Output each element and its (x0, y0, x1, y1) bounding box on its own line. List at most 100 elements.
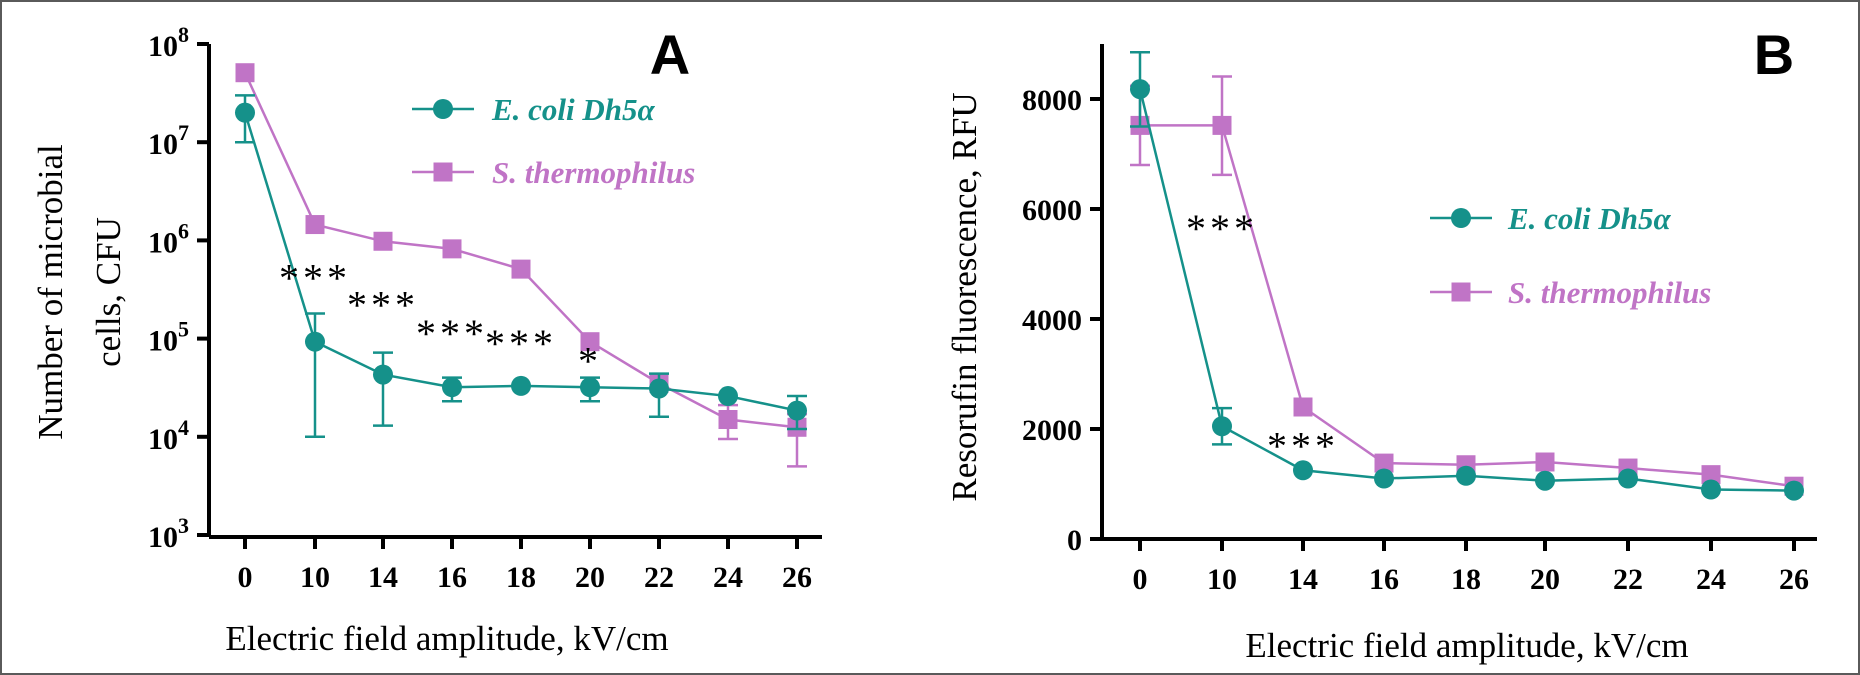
data-point (511, 375, 531, 396)
y-tick-base: 10 (148, 30, 178, 63)
data-point (787, 400, 807, 421)
series-e-coli (235, 94, 807, 439)
panel-label: B (1754, 23, 1794, 86)
y-tick-exponent: 6 (178, 218, 189, 243)
y-tick-label: 2000 (1022, 414, 1082, 447)
data-point (1293, 460, 1313, 481)
x-tick-label: 18 (506, 561, 536, 594)
data-point (305, 215, 325, 235)
y-tick-exponent: 4 (178, 415, 189, 440)
legend-marker (433, 99, 453, 119)
y-tick-label: 6000 (1022, 194, 1082, 227)
significance-annotation: *** (1186, 206, 1258, 251)
data-point (649, 378, 669, 399)
legend-marker (1451, 208, 1471, 228)
x-tick-label: 26 (782, 561, 812, 594)
data-point (442, 377, 462, 398)
y-tick-label: 104 (148, 415, 189, 456)
y-tick-base: 10 (148, 423, 178, 456)
data-point (1212, 416, 1232, 437)
y-tick-label: 106 (148, 218, 189, 259)
legend-label: S. thermophilus (492, 155, 695, 190)
data-point (1212, 115, 1232, 135)
significance-annotation: *** (279, 256, 351, 301)
data-point (1701, 465, 1721, 485)
x-tick-label: 10 (300, 561, 330, 594)
x-tick-label: 14 (368, 561, 398, 594)
y-tick-exponent: 3 (178, 513, 189, 538)
y-tick-label: 0 (1067, 524, 1082, 557)
legend-marker (433, 162, 453, 182)
data-point (1701, 479, 1721, 500)
x-tick-label: 16 (1369, 563, 1399, 596)
significance-annotation: *** (485, 321, 557, 366)
data-point (1456, 465, 1476, 486)
significance-annotation: *** (416, 311, 488, 356)
y-tick-label: 4000 (1022, 304, 1082, 337)
data-point (1618, 468, 1638, 489)
legend-label: E. coli Dh5α (491, 92, 656, 127)
significance-annotation: *** (1267, 423, 1339, 468)
x-tick-label: 20 (575, 561, 605, 594)
data-point (718, 410, 738, 430)
y-tick-base: 10 (148, 128, 178, 161)
data-point (580, 332, 600, 352)
y-tick-exponent: 7 (178, 120, 189, 145)
significance-annotation: *** (347, 283, 419, 328)
y-axis-label: Number of microbial (31, 144, 70, 440)
data-point (1784, 480, 1804, 501)
y-tick-exponent: 5 (178, 317, 189, 342)
x-axis-label: Electric field amplitude, kV/cm (1245, 626, 1688, 665)
y-axis-label: Resorufin fluorescence, RFU (945, 92, 984, 501)
legend-label: S. thermophilus (1508, 275, 1711, 310)
series-e-coli (1130, 51, 1804, 501)
y-tick-label: 105 (148, 317, 189, 358)
series-s-thermophilus (1130, 75, 1804, 496)
y-tick-label: 108 (148, 22, 189, 63)
data-point (235, 63, 255, 83)
x-tick-label: 18 (1451, 563, 1481, 596)
y-tick-label: 103 (148, 513, 189, 554)
data-point (1130, 79, 1150, 100)
legend-marker (1451, 282, 1471, 302)
y-tick-label: 107 (148, 120, 189, 161)
x-axis-label: Electric field amplitude, kV/cm (225, 619, 668, 658)
chart-panel-b: 0 2000 4000 6000 8000 0 10 14 16 18 20 22 24 26 Electr… (945, 23, 1817, 665)
y-tick-base: 10 (148, 226, 178, 259)
data-point (442, 239, 462, 259)
data-point (718, 386, 738, 407)
x-tick-label: 24 (1696, 563, 1726, 596)
x-tick-label: 14 (1288, 563, 1318, 596)
series-s-thermophilus (235, 63, 807, 468)
data-point (511, 259, 531, 279)
data-point (235, 102, 255, 123)
data-point (373, 231, 393, 251)
x-tick-label: 16 (437, 561, 467, 594)
x-tick-label: 22 (1613, 563, 1643, 596)
data-point (1535, 470, 1555, 491)
x-tick-label: 10 (1207, 563, 1237, 596)
panel-label: A (650, 23, 690, 86)
data-point (1374, 468, 1394, 489)
legend-entry-e-coli: E. coli Dh5α (412, 92, 656, 127)
legend-label: E. coli Dh5α (1507, 201, 1672, 236)
legend-entry-s-thermophilus: S. thermophilus (412, 155, 695, 190)
y-tick-exponent: 8 (178, 22, 189, 47)
x-tick-label: 0 (238, 561, 253, 594)
data-point (1374, 453, 1394, 473)
x-tick-label: 24 (713, 561, 743, 594)
legend-entry-s-thermophilus: S. thermophilus (1430, 275, 1711, 310)
y-tick-base: 10 (148, 325, 178, 358)
data-point (373, 364, 393, 385)
x-tick-label: 0 (1133, 563, 1148, 596)
data-point (305, 331, 325, 352)
x-tick-label: 22 (644, 561, 674, 594)
y-tick-base: 10 (148, 521, 178, 554)
x-tick-label: 20 (1530, 563, 1560, 596)
x-tick-label: 26 (1779, 563, 1809, 596)
significance-annotation: * (578, 339, 602, 384)
data-point (1293, 397, 1313, 417)
